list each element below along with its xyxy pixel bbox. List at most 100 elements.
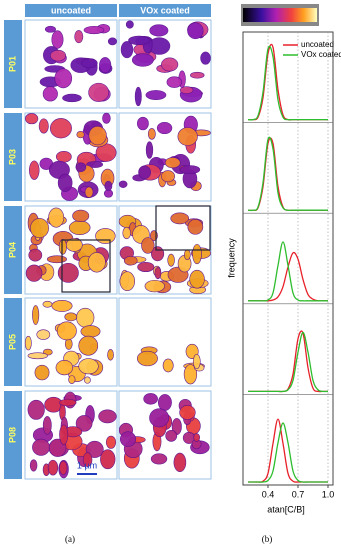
particle <box>42 300 53 308</box>
particle <box>170 212 190 225</box>
particle <box>68 220 91 235</box>
particle <box>58 239 67 255</box>
particle <box>64 312 78 322</box>
particle <box>55 151 72 163</box>
inset-frame <box>155 205 211 251</box>
particle <box>75 162 87 173</box>
frequency-curve <box>247 330 328 393</box>
particle <box>190 71 205 79</box>
particle <box>167 253 175 267</box>
particle <box>59 398 77 407</box>
particle <box>50 49 67 62</box>
particle <box>54 68 73 89</box>
particle <box>141 237 155 254</box>
legend-label: VOx coated <box>301 50 341 59</box>
particle <box>149 24 169 37</box>
particle <box>38 118 49 134</box>
row-header-bg <box>4 206 22 294</box>
particle <box>68 375 76 384</box>
particle <box>62 93 82 103</box>
particle <box>78 335 99 356</box>
particle <box>104 180 113 192</box>
particle <box>49 118 72 139</box>
particle <box>57 262 79 283</box>
particle <box>166 76 183 88</box>
particle <box>179 165 201 175</box>
colorbar <box>243 8 317 22</box>
particle <box>36 329 51 340</box>
row-header: P01 <box>7 56 17 72</box>
particle <box>192 353 201 370</box>
row-header: P08 <box>7 427 17 443</box>
y-axis-label: frequency <box>226 238 236 278</box>
particle <box>57 173 73 192</box>
row-header-bg <box>4 391 22 479</box>
particle <box>30 218 49 239</box>
particle <box>95 228 116 244</box>
particle <box>78 358 99 375</box>
particle <box>34 364 50 381</box>
particle <box>156 122 173 135</box>
particle <box>187 22 204 40</box>
x-tick-label: 1.0 <box>322 489 335 499</box>
particle <box>193 433 201 442</box>
particle <box>179 405 196 420</box>
particle <box>98 409 117 424</box>
particle <box>100 449 116 470</box>
particle <box>42 86 58 102</box>
column-header: VOx coated <box>140 5 190 15</box>
particle <box>161 57 179 72</box>
particle <box>173 452 187 473</box>
legend-label: uncoated <box>301 40 334 49</box>
column-header-bg <box>25 4 117 17</box>
particle <box>119 271 136 292</box>
particle <box>86 161 104 168</box>
particle <box>56 321 77 341</box>
particle <box>150 453 168 465</box>
particle <box>145 90 167 100</box>
frequency-curve <box>247 241 328 302</box>
panel-label: (b) <box>262 534 273 544</box>
particle <box>136 350 158 367</box>
particle <box>27 399 45 420</box>
particle <box>25 264 43 282</box>
particle <box>137 261 155 272</box>
particle <box>47 459 59 476</box>
frequency-curve <box>248 418 328 483</box>
column-header-bg <box>119 4 211 17</box>
particle <box>27 352 48 360</box>
frequency-curve <box>247 136 328 212</box>
particle <box>177 127 198 146</box>
particle <box>55 359 74 376</box>
particle <box>85 440 104 458</box>
row-header-bg <box>4 113 22 201</box>
frequency-curve <box>247 331 329 393</box>
particle <box>59 460 68 475</box>
particle <box>165 429 178 442</box>
particle <box>154 266 162 280</box>
particle <box>179 86 194 94</box>
particle <box>149 408 170 428</box>
particle <box>122 226 131 240</box>
particle <box>51 30 64 49</box>
particle <box>25 113 39 125</box>
particle <box>107 349 114 361</box>
particle <box>189 269 205 289</box>
particle <box>29 160 40 180</box>
column-header: uncoated <box>51 5 91 15</box>
particle <box>83 25 105 35</box>
inset-frame <box>61 239 111 293</box>
particle <box>183 249 191 261</box>
row-header: P05 <box>7 334 17 350</box>
particle <box>144 279 165 293</box>
row-header-bg <box>4 20 22 108</box>
particle <box>99 57 112 74</box>
particle <box>87 252 106 273</box>
particle <box>46 255 67 264</box>
particle <box>161 170 175 183</box>
particle <box>187 218 204 235</box>
particle <box>192 243 202 265</box>
particle <box>72 209 90 222</box>
particle <box>88 125 107 146</box>
particle <box>42 416 52 435</box>
